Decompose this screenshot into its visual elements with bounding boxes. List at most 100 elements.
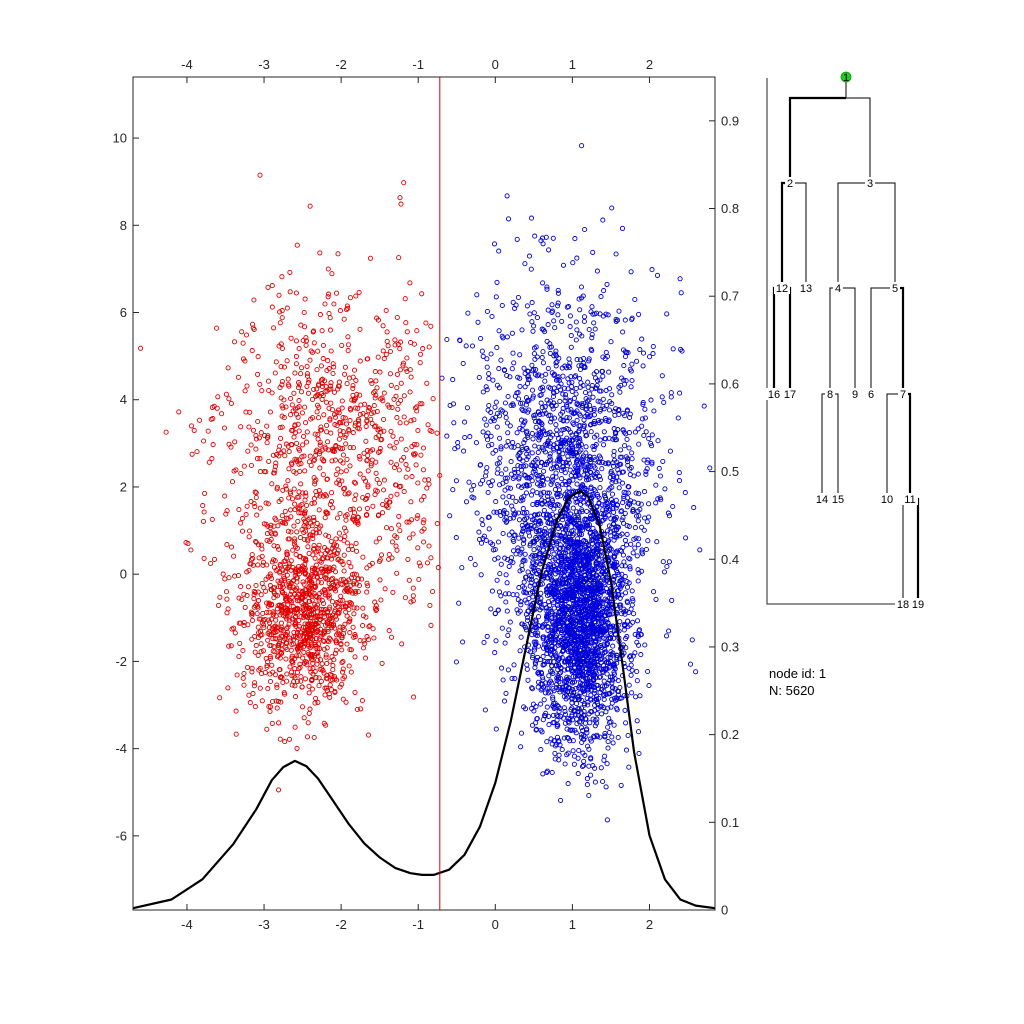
scatter-point [499, 665, 505, 671]
scatter-point [522, 551, 528, 557]
scatter-point [583, 450, 589, 456]
scatter-point [381, 416, 387, 423]
scatter-point [394, 371, 400, 377]
scatter-point [293, 290, 299, 296]
scatter-point [332, 457, 338, 463]
scatter-point [570, 260, 576, 266]
scatter-point [302, 324, 308, 330]
scatter-point [573, 701, 580, 707]
scatter-point [363, 438, 369, 444]
scatter-point [340, 429, 346, 435]
scatter-point [689, 637, 695, 643]
scatter-point [304, 371, 310, 377]
scatter-point [415, 427, 421, 434]
scatter-point [265, 378, 272, 384]
scatter-point [312, 457, 318, 463]
scatter-point [323, 722, 329, 728]
scatter-point [569, 379, 575, 385]
scatter-point [530, 701, 536, 707]
scatter-point [355, 425, 361, 431]
scatter-point [238, 470, 244, 477]
scatter-point [321, 412, 327, 418]
scatter-point [509, 675, 515, 682]
scatter-point [299, 609, 305, 615]
scatter-point [501, 698, 508, 704]
scatter-point [490, 450, 496, 456]
scatter-point [505, 667, 511, 673]
scatter-point [322, 692, 328, 698]
scatter-point [562, 761, 568, 767]
scatter-point [300, 442, 306, 448]
scatter-point [297, 535, 303, 541]
scatter-point [200, 503, 206, 509]
scatter-point [419, 291, 425, 297]
scatter-point [677, 276, 683, 282]
scatter-point [276, 546, 282, 552]
scatter-point [376, 449, 382, 455]
scatter-point [346, 606, 352, 613]
scatter-point [352, 689, 358, 695]
scatter-point [343, 586, 349, 592]
scatter-point [308, 532, 314, 538]
scatter-point [378, 597, 384, 603]
scatter-point [365, 482, 371, 488]
scatter-point [315, 609, 321, 615]
scatter-point [517, 648, 523, 654]
scatter-point [287, 583, 293, 589]
scatter-point [394, 547, 400, 553]
scatter-point [634, 553, 640, 559]
scatter-point [407, 389, 413, 395]
scatter-point [286, 736, 293, 742]
scatter-point [357, 456, 363, 462]
scatter-point [396, 467, 402, 473]
scatter-point [426, 543, 432, 549]
scatter-point [286, 495, 292, 501]
scatter-point [605, 745, 611, 751]
scatter-point [643, 546, 649, 553]
scatter-point [538, 747, 544, 753]
scatter-point [240, 675, 246, 681]
scatter-point [280, 487, 286, 493]
scatter-point [339, 398, 345, 404]
scatter-point [275, 787, 282, 793]
scatter-point [313, 614, 319, 620]
scatter-point [622, 573, 628, 580]
scatter-point [322, 515, 328, 521]
scatter-point [617, 684, 623, 691]
scatter-point [404, 329, 410, 335]
scatter-point [316, 683, 322, 689]
scatter-point [337, 308, 343, 314]
scatter-point [214, 405, 220, 411]
scatter-point [439, 375, 445, 381]
scatter-point [377, 369, 383, 375]
scatter-point [499, 625, 505, 631]
scatter-point [616, 308, 622, 314]
scatter-point [272, 558, 278, 564]
scatter-point [552, 750, 558, 756]
scatter-point [551, 415, 558, 421]
scatter-point [343, 699, 349, 705]
scatter-point [347, 506, 354, 513]
scatter-point [377, 426, 383, 432]
scatter-point [277, 443, 283, 449]
scatter-point [323, 446, 329, 452]
scatter-point [388, 634, 395, 640]
scatter-point [370, 503, 376, 509]
scatter-point [328, 348, 334, 354]
scatter-point [310, 349, 316, 356]
scatter-point [407, 535, 413, 541]
scatter-point [450, 377, 456, 383]
scatter-point [347, 417, 353, 424]
scatter-point [307, 357, 313, 363]
scatter-point [241, 463, 247, 469]
scatter-point [573, 337, 579, 343]
scatter-point [291, 673, 297, 679]
scatter-point [364, 565, 370, 571]
scatter-point [319, 661, 325, 667]
scatter-point [343, 468, 349, 474]
scatter-point [274, 684, 280, 691]
scatter-point [296, 345, 302, 352]
scatter-point [323, 652, 329, 658]
scatter-point [455, 440, 461, 446]
scatter-point [289, 658, 295, 664]
